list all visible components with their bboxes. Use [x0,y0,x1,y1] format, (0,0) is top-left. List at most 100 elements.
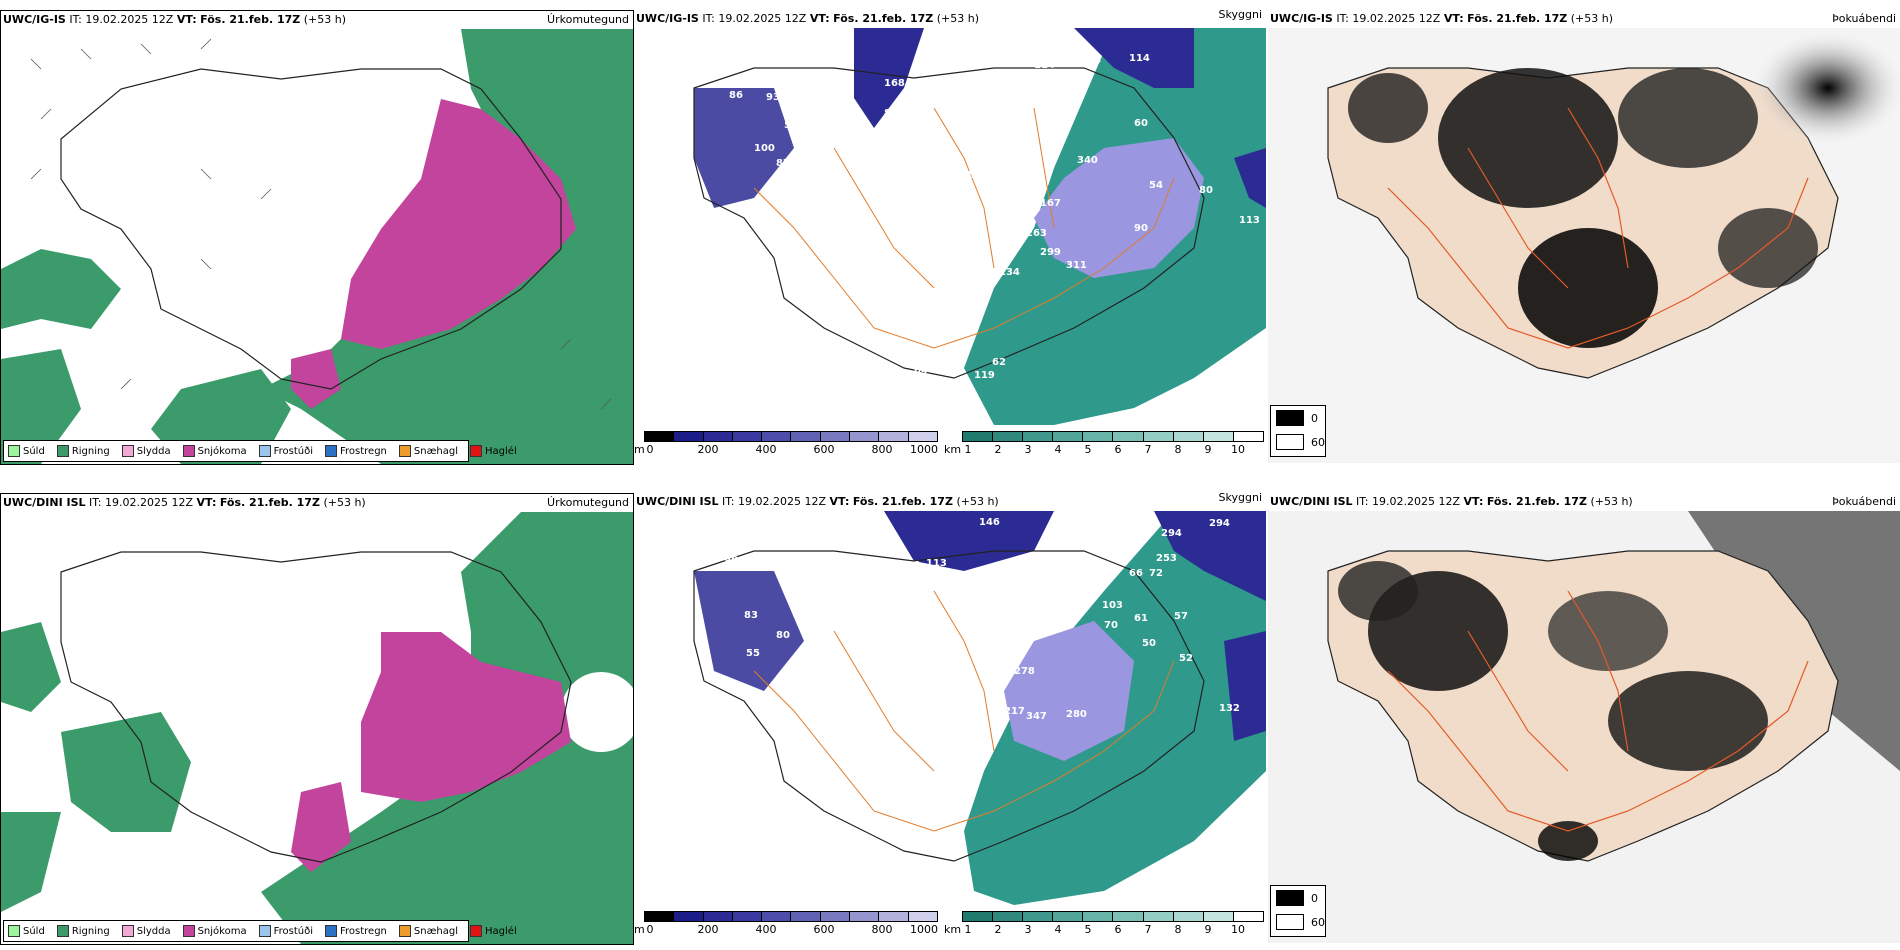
svg-text:132: 132 [1219,703,1240,714]
cloud-label: 118 [1004,30,1025,41]
panel-header: UWC/DINI ISL IT: 19.02.2025 12Z VT: Fös.… [634,493,1266,511]
cloud-label: 50 [784,120,798,131]
cloud-label: 69 [946,390,960,401]
svg-text:70: 70 [1104,620,1118,631]
cloud-label: 91 [959,170,973,181]
svg-text:278: 278 [1014,666,1035,677]
init-time: 19.02.2025 12Z [85,13,174,26]
fog-panel-bottom: UWC/DINI ISL IT: 19.02.2025 12Z VT: Fös.… [1268,493,1900,943]
svg-text:113: 113 [926,558,947,569]
swatch-freezing-rain [325,445,337,457]
precip-type-panel-top: UWC/IG-IS IT: 19.02.2025 12Z VT: Fös. 21… [0,10,634,465]
cloud-label: 75 [789,185,803,196]
panel-title: Þokuábendi [1832,12,1896,25]
fog-panel-top: UWC/IG-IS IT: 19.02.2025 12Z VT: Fös. 21… [1268,10,1900,463]
cloud-label: 234 [999,267,1020,278]
panel-header: UWC/DINI ISL IT: 19.02.2025 12Z VT: Fös.… [1,494,633,512]
height-colorbar: m 0 200 400 600 800 1000 [634,431,938,461]
svg-text:80: 80 [776,630,790,641]
svg-text:63: 63 [1124,543,1138,554]
svg-text:61: 61 [1134,613,1148,624]
cloud-base-labels: 146 95 294 294 63 253 66 72 96 113 86 60… [724,517,1240,722]
svg-text:83: 83 [744,610,758,621]
swatch-rain [56,445,69,457]
fog-legend: 0 60 [1270,885,1326,937]
svg-text:52: 52 [1179,653,1193,664]
panel-title: Þokuábendi [1832,495,1896,508]
fog-map [1268,511,1900,943]
svg-text:95: 95 [1129,529,1143,540]
cloud-label: 340 [1077,155,1098,166]
swatch-sleet [121,445,134,457]
panel-header: UWC/DINI ISL IT: 19.02.2025 12Z VT: Fös.… [1268,493,1900,511]
svg-text:55: 55 [746,648,760,659]
cloud-label: 120 [1019,42,1040,53]
svg-text:86: 86 [724,553,738,564]
svg-text:146: 146 [979,517,1000,528]
visibility-panel-bottom: UWC/DINI ISL IT: 19.02.2025 12Z VT: Fös.… [634,493,1266,943]
svg-text:347: 347 [1026,711,1047,722]
fog-legend: 0 60 [1270,405,1326,457]
svg-text:96: 96 [906,560,920,571]
cloud-label: 167 [1040,198,1061,209]
cloud-label: 83 [884,108,898,119]
panel-title: Úrkomutegund [547,496,629,509]
cloud-label: 263 [1026,228,1047,239]
cloud-label: 72 [924,180,938,191]
svg-text:294: 294 [1209,518,1230,529]
lead-time: (+53 h) [303,13,347,26]
swatch-freezing-drizzle [258,445,271,457]
height-colorbar: m 0 200 400 600 800 1000 [634,911,938,941]
cloud-label: 54 [944,350,958,361]
svg-text:72: 72 [1149,568,1163,579]
precip-type-legend: Súld Rigning Slydda Snjókoma Frostúði Fr… [3,920,517,942]
cloud-label: 52 [799,220,813,231]
cloud-label: 299 [1040,247,1061,258]
cloud-label: 62 [992,357,1006,368]
svg-text:66: 66 [1129,568,1143,579]
cloud-label: 64 [914,365,928,376]
cloud-label: 64 [1087,55,1101,66]
svg-text:294: 294 [1161,528,1182,539]
precip-map [1,512,633,944]
panel-title: Skyggni [1218,10,1262,21]
cloud-label: 90 [1134,223,1148,234]
svg-text:64: 64 [790,589,804,600]
precip-type-panel-bottom: UWC/DINI ISL IT: 19.02.2025 12Z VT: Fös.… [0,493,634,945]
svg-text:56: 56 [862,605,876,616]
cloud-label: 79 [1059,55,1073,66]
precip-type-legend: Súld Rigning Slydda Snjókoma Frostúði Fr… [3,440,517,462]
cloud-label: 93 [766,92,780,103]
visibility-colorbar: km 1 2 3 4 5 6 7 8 9 10 [944,431,1264,461]
panel-title: Úrkomutegund [547,13,629,26]
cloud-label: 114 [1129,53,1150,64]
cloud-label: 47 [849,158,863,169]
svg-text:217: 217 [1004,706,1025,717]
precip-map [1,29,633,464]
cloud-label: 114 [1034,60,1055,71]
svg-text:55: 55 [880,589,894,600]
cloud-label: 54 [1149,180,1163,191]
cloud-label: 113 [1239,215,1260,226]
cloud-label: 311 [1066,260,1087,271]
cloud-label: 168 [884,78,905,89]
fog-map [1268,28,1900,463]
svg-text:60: 60 [758,561,772,572]
cloud-label: 60 [1134,118,1148,129]
swatch-snow-pellets [398,445,411,457]
visibility-map: 118 130 120 114 79 64 114 168 86 93 50 8… [634,28,1266,425]
svg-text:51: 51 [784,678,798,689]
cloud-label: 119 [974,370,995,381]
cloud-label: 86 [729,90,743,101]
svg-text:50: 50 [1142,638,1156,649]
svg-text:253: 253 [1156,553,1177,564]
svg-text:280: 280 [1066,709,1087,720]
cloud-label: 80 [1199,185,1213,196]
panel-header: UWC/IG-IS IT: 19.02.2025 12Z VT: Fös. 21… [634,10,1266,28]
valid-time: Fös. 21.feb. 17Z [200,13,301,26]
svg-text:103: 103 [1102,600,1123,611]
cloud-label: 130 [989,45,1010,56]
swatch-drizzle [8,445,20,457]
panel-header: UWC/IG-IS IT: 19.02.2025 12Z VT: Fös. 21… [1268,10,1900,28]
visibility-map: 146 95 294 294 63 253 66 72 96 113 86 60… [634,511,1266,905]
